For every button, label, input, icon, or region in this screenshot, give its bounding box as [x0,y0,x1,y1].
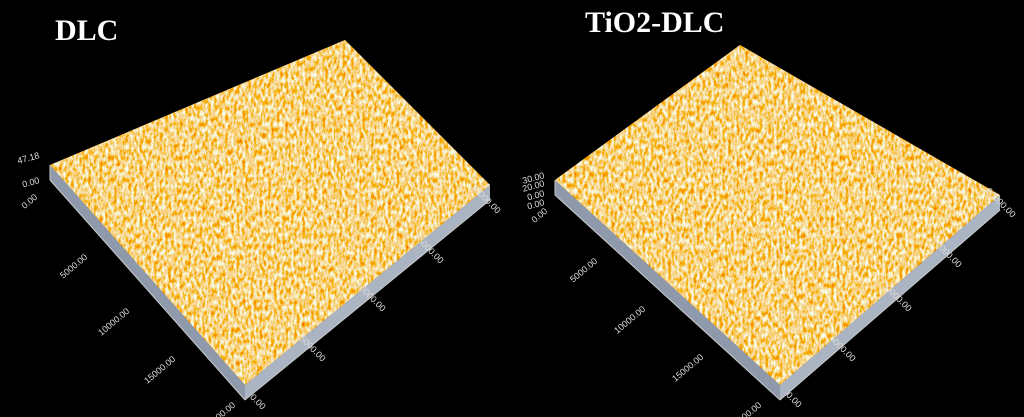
panel-title: DLC [55,14,118,47]
panel-title: TiO2-DLC [585,6,724,39]
figure: DLC47.180.000.005000.0010000.0015000.002… [0,0,1024,417]
